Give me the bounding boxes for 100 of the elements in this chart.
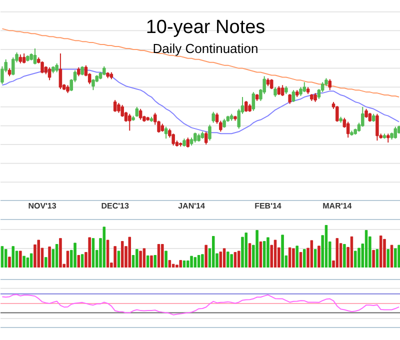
bar	[55, 244, 58, 268]
bar	[318, 246, 320, 268]
bar	[310, 240, 314, 268]
candlestick	[346, 121, 350, 138]
bar	[12, 246, 15, 268]
bar	[142, 248, 146, 268]
bar	[241, 236, 244, 268]
candlestick	[204, 131, 208, 146]
candlestick	[252, 92, 256, 112]
bar	[48, 246, 51, 268]
bar	[74, 242, 76, 268]
bar	[37, 240, 40, 268]
bar	[4, 249, 8, 268]
candlestick	[244, 100, 248, 112]
chart-subtitle: Daily Continuation	[152, 41, 258, 56]
bar	[379, 236, 382, 268]
bar	[168, 260, 172, 268]
bar	[172, 264, 175, 268]
bar	[8, 256, 11, 268]
bar	[219, 252, 222, 268]
bar	[194, 257, 197, 268]
bar	[358, 248, 360, 268]
candlestick	[328, 78, 332, 91]
bar	[146, 255, 150, 268]
bar	[292, 248, 295, 268]
bar	[244, 232, 248, 268]
bar	[274, 240, 277, 268]
bar	[262, 241, 266, 268]
bar	[30, 253, 33, 268]
bar	[343, 244, 346, 268]
bar	[324, 225, 328, 268]
bar	[281, 234, 284, 268]
x-tick-label: FEB'14	[254, 202, 282, 210]
bar	[266, 237, 270, 268]
bar	[106, 240, 110, 268]
candlestick	[58, 52, 62, 90]
bar	[114, 246, 116, 268]
x-tick-label: MAR'14	[322, 202, 352, 210]
candlestick	[292, 90, 296, 102]
bar	[390, 244, 394, 268]
bar	[314, 249, 317, 268]
bar	[120, 241, 124, 268]
bar	[364, 230, 368, 268]
candlestick	[302, 82, 306, 93]
bar	[157, 244, 160, 268]
bar	[354, 250, 357, 268]
bar	[22, 256, 26, 268]
bar	[336, 238, 339, 268]
bar	[288, 247, 292, 268]
bar	[80, 254, 84, 268]
bar	[237, 250, 240, 268]
candlestick	[212, 111, 215, 124]
chart-title: 10-year Notes	[146, 17, 266, 38]
bar	[117, 250, 120, 268]
candlestick	[270, 78, 274, 90]
candlestick	[138, 108, 142, 120]
bar	[66, 250, 70, 268]
bar	[128, 236, 132, 268]
candlestick	[376, 113, 379, 142]
bar	[0, 246, 4, 268]
bar	[77, 255, 80, 268]
candlestick	[33, 48, 37, 65]
candlestick	[92, 78, 95, 91]
bar	[226, 252, 230, 268]
bar	[161, 244, 164, 268]
x-tick-label: DEC'13	[101, 202, 130, 210]
bar	[92, 238, 95, 268]
bar	[372, 250, 375, 268]
bar	[299, 252, 302, 268]
bar	[383, 238, 386, 268]
candlestick	[164, 126, 168, 140]
bar	[139, 250, 142, 268]
candlestick	[22, 52, 26, 64]
candlestick	[40, 60, 44, 74]
candlestick	[135, 106, 139, 118]
bar	[179, 260, 182, 268]
bar	[59, 238, 62, 268]
bar	[394, 248, 397, 268]
x-tick-label: JAN'14	[178, 202, 206, 210]
candlestick	[113, 99, 117, 112]
candlestick	[117, 102, 120, 114]
candlestick	[280, 84, 284, 97]
candlestick	[128, 113, 132, 132]
bar	[197, 255, 200, 268]
bar	[88, 237, 91, 268]
candlestick	[186, 137, 190, 148]
candlestick	[274, 86, 277, 98]
bar	[256, 230, 258, 268]
bar	[230, 254, 233, 268]
bar	[102, 226, 106, 268]
candlestick	[336, 105, 339, 122]
bar	[201, 254, 204, 268]
bar	[186, 260, 190, 268]
candlestick	[194, 132, 197, 144]
candlestick	[12, 56, 15, 76]
bar	[376, 249, 379, 268]
candlestick	[361, 106, 364, 128]
bar	[150, 255, 153, 268]
bar	[19, 250, 22, 268]
bar	[44, 257, 48, 268]
